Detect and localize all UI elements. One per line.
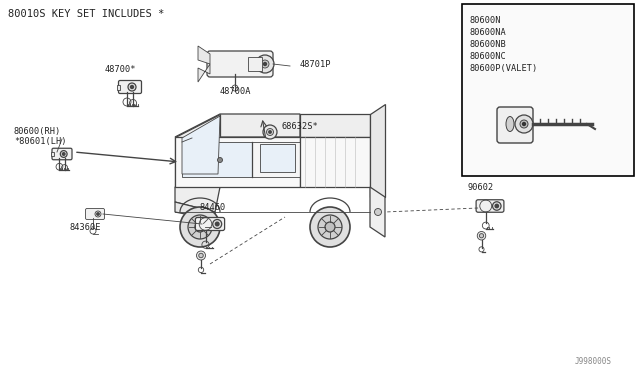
FancyBboxPatch shape: [195, 218, 225, 231]
Circle shape: [493, 202, 501, 210]
Polygon shape: [370, 187, 385, 237]
Text: 80600(RH): 80600(RH): [14, 127, 61, 136]
Circle shape: [63, 153, 65, 155]
Text: *80601(LH): *80601(LH): [14, 137, 67, 146]
Polygon shape: [198, 46, 210, 64]
Polygon shape: [51, 152, 54, 156]
Text: 84360E: 84360E: [70, 223, 102, 232]
Circle shape: [256, 55, 274, 73]
Text: 80600N: 80600N: [470, 16, 502, 25]
Text: 48700*: 48700*: [105, 65, 136, 74]
FancyBboxPatch shape: [207, 51, 273, 77]
Polygon shape: [300, 137, 370, 187]
Circle shape: [212, 219, 221, 228]
Circle shape: [495, 204, 499, 208]
Circle shape: [522, 122, 525, 125]
Polygon shape: [462, 4, 634, 176]
Ellipse shape: [506, 116, 514, 131]
Text: 48701P: 48701P: [300, 60, 332, 69]
Polygon shape: [175, 114, 220, 187]
Polygon shape: [300, 114, 370, 137]
Polygon shape: [175, 137, 300, 187]
Text: 80600NC: 80600NC: [470, 52, 507, 61]
Circle shape: [131, 86, 134, 89]
Polygon shape: [175, 187, 220, 212]
Polygon shape: [117, 84, 120, 90]
Circle shape: [261, 60, 269, 68]
FancyBboxPatch shape: [248, 57, 262, 71]
Circle shape: [199, 253, 204, 258]
Text: 84460: 84460: [200, 203, 227, 212]
FancyBboxPatch shape: [86, 208, 104, 219]
Text: 90602: 90602: [468, 183, 494, 192]
FancyBboxPatch shape: [497, 107, 533, 143]
Polygon shape: [182, 116, 220, 174]
Circle shape: [263, 125, 277, 139]
FancyBboxPatch shape: [476, 200, 504, 212]
Text: J998000S: J998000S: [575, 357, 612, 366]
Circle shape: [196, 251, 205, 260]
Circle shape: [218, 157, 223, 163]
Circle shape: [310, 207, 350, 247]
Circle shape: [180, 207, 220, 247]
FancyBboxPatch shape: [52, 148, 72, 160]
Circle shape: [515, 115, 533, 133]
Circle shape: [266, 128, 273, 135]
Polygon shape: [252, 142, 300, 177]
Circle shape: [95, 211, 101, 217]
Text: 68632S*: 68632S*: [281, 122, 317, 131]
Circle shape: [479, 234, 484, 238]
Text: 80600P(VALET): 80600P(VALET): [470, 64, 538, 73]
Text: 48700A: 48700A: [220, 87, 252, 96]
Polygon shape: [260, 144, 295, 172]
Circle shape: [477, 231, 486, 240]
Circle shape: [60, 151, 67, 157]
Circle shape: [269, 131, 271, 133]
FancyBboxPatch shape: [118, 80, 141, 93]
Polygon shape: [175, 114, 300, 137]
Circle shape: [264, 62, 266, 65]
Circle shape: [520, 120, 528, 128]
Circle shape: [318, 215, 342, 239]
Circle shape: [188, 215, 212, 239]
Circle shape: [128, 83, 136, 91]
Circle shape: [374, 208, 381, 215]
Circle shape: [195, 222, 205, 232]
Text: 80010S KEY SET INCLUDES *: 80010S KEY SET INCLUDES *: [8, 9, 164, 19]
Polygon shape: [182, 142, 252, 177]
Text: 80600NB: 80600NB: [470, 40, 507, 49]
Polygon shape: [175, 202, 215, 220]
Circle shape: [325, 222, 335, 232]
Circle shape: [216, 222, 219, 226]
Text: 80600NA: 80600NA: [470, 28, 507, 37]
Circle shape: [97, 213, 99, 215]
Polygon shape: [198, 64, 210, 82]
Polygon shape: [370, 104, 385, 197]
